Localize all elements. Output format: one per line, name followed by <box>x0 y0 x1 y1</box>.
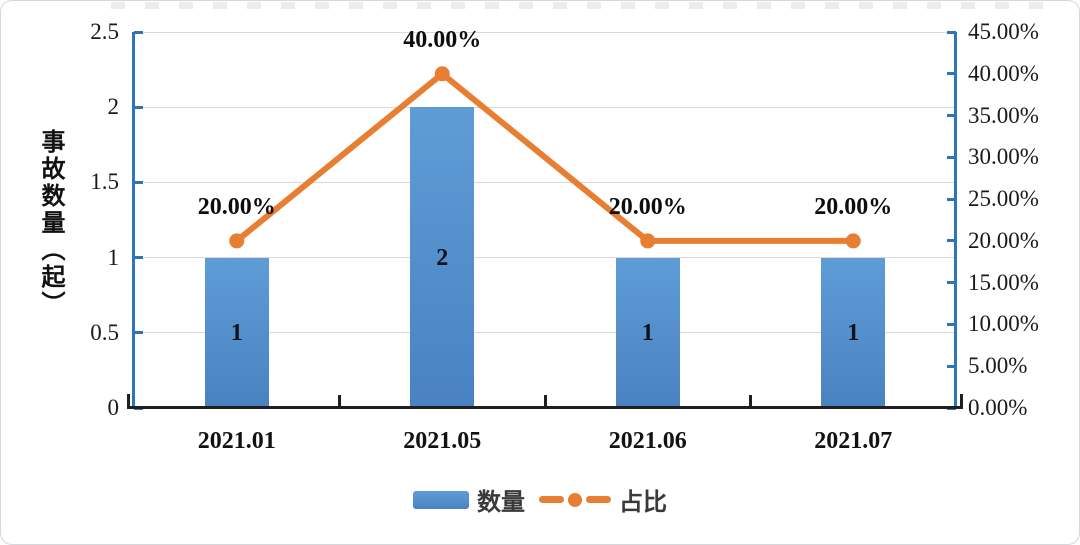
right-axis-tick <box>947 30 956 34</box>
x-axis-category-label: 2021.01 <box>197 428 276 454</box>
legend-line-dash-icon <box>539 496 564 503</box>
right-axis-tick-label: 40.00% <box>968 60 1039 86</box>
x-axis-category-label: 2021.05 <box>403 428 482 454</box>
left-axis-tick-label: 0.5 <box>90 319 119 345</box>
bar-2021.06 <box>615 257 680 407</box>
gridline <box>134 181 956 183</box>
right-axis-tick <box>947 114 956 118</box>
right-axis-tick-label: 10.00% <box>968 311 1039 337</box>
left-axis-tick-label: 2.5 <box>90 19 119 44</box>
right-axis-tick <box>947 322 956 326</box>
left-axis-tick <box>134 30 143 34</box>
legend-line-dot-icon <box>568 492 582 507</box>
line-point-marker <box>434 66 450 82</box>
bar-value-label: 2 <box>436 244 449 271</box>
line-point-marker <box>229 233 245 249</box>
gridline <box>134 257 956 259</box>
right-axis-tick <box>947 197 956 201</box>
left-axis-line <box>132 32 135 409</box>
left-axis-tick-label: 1 <box>107 244 120 270</box>
legend-line-marker-icon <box>539 492 611 507</box>
gridline <box>134 332 956 334</box>
line-value-label: 20.00% <box>608 193 687 220</box>
x-axis-tick <box>338 395 341 407</box>
x-axis-category-label: 2021.06 <box>608 428 687 454</box>
left-axis-tick-label: 0 <box>107 395 120 420</box>
line-value-label: 40.00% <box>403 26 482 53</box>
y-axis-title: 事故数量（起） <box>37 129 63 318</box>
legend-line-label: 占比 <box>619 489 667 516</box>
left-axis-tick-label: 2 <box>107 94 120 120</box>
x-axis-tick <box>749 395 752 407</box>
right-axis-tick-label: 0.00% <box>968 395 1028 420</box>
line-path <box>234 70 854 244</box>
right-axis-tick-label: 45.00% <box>968 19 1039 44</box>
bar-value-label: 1 <box>847 319 860 346</box>
legend-bar-swatch-icon <box>413 490 469 509</box>
bar-value-label: 1 <box>230 319 243 346</box>
right-axis-tick <box>947 281 956 285</box>
legend-bar-label: 数量 <box>477 489 525 516</box>
line-value-label: 20.00% <box>197 193 276 220</box>
left-axis-tick <box>134 331 143 335</box>
right-axis-tick <box>947 155 956 159</box>
x-axis-tick <box>543 395 547 407</box>
right-axis-tick-label: 30.00% <box>968 144 1039 170</box>
bar-value-label: 1 <box>641 319 654 346</box>
line-value-label: 20.00% <box>814 193 893 220</box>
right-axis-tick-label: 25.00% <box>968 186 1039 212</box>
right-axis-tick <box>947 364 956 368</box>
right-axis-line <box>954 32 957 409</box>
left-axis-tick <box>134 180 143 184</box>
line-point-marker <box>640 233 656 249</box>
x-axis-category-label: 2021.07 <box>814 428 893 454</box>
right-axis-tick-label: 35.00% <box>968 102 1039 128</box>
left-axis-tick <box>134 256 143 260</box>
bar-2021.07 <box>821 257 886 407</box>
cropped-text-artifact <box>111 2 1061 9</box>
bar-2021.01 <box>204 257 269 407</box>
right-axis-tick <box>947 72 956 76</box>
left-axis-tick <box>134 105 143 109</box>
line-point-marker <box>845 233 861 249</box>
right-axis-tick-label: 15.00% <box>968 269 1039 295</box>
gridline <box>134 106 956 108</box>
right-axis-tick-label: 5.00% <box>968 353 1028 379</box>
legend: 数量 占比 <box>1 482 1079 517</box>
x-axis-line <box>127 406 963 409</box>
right-axis-tick <box>947 239 956 243</box>
right-axis-tick-label: 20.00% <box>968 227 1039 253</box>
x-axis-endcap <box>127 394 130 406</box>
left-axis-tick-label: 1.5 <box>90 169 119 195</box>
gridline <box>134 31 956 33</box>
legend-line-dash-icon <box>586 496 611 503</box>
x-axis-endcap <box>960 394 963 406</box>
